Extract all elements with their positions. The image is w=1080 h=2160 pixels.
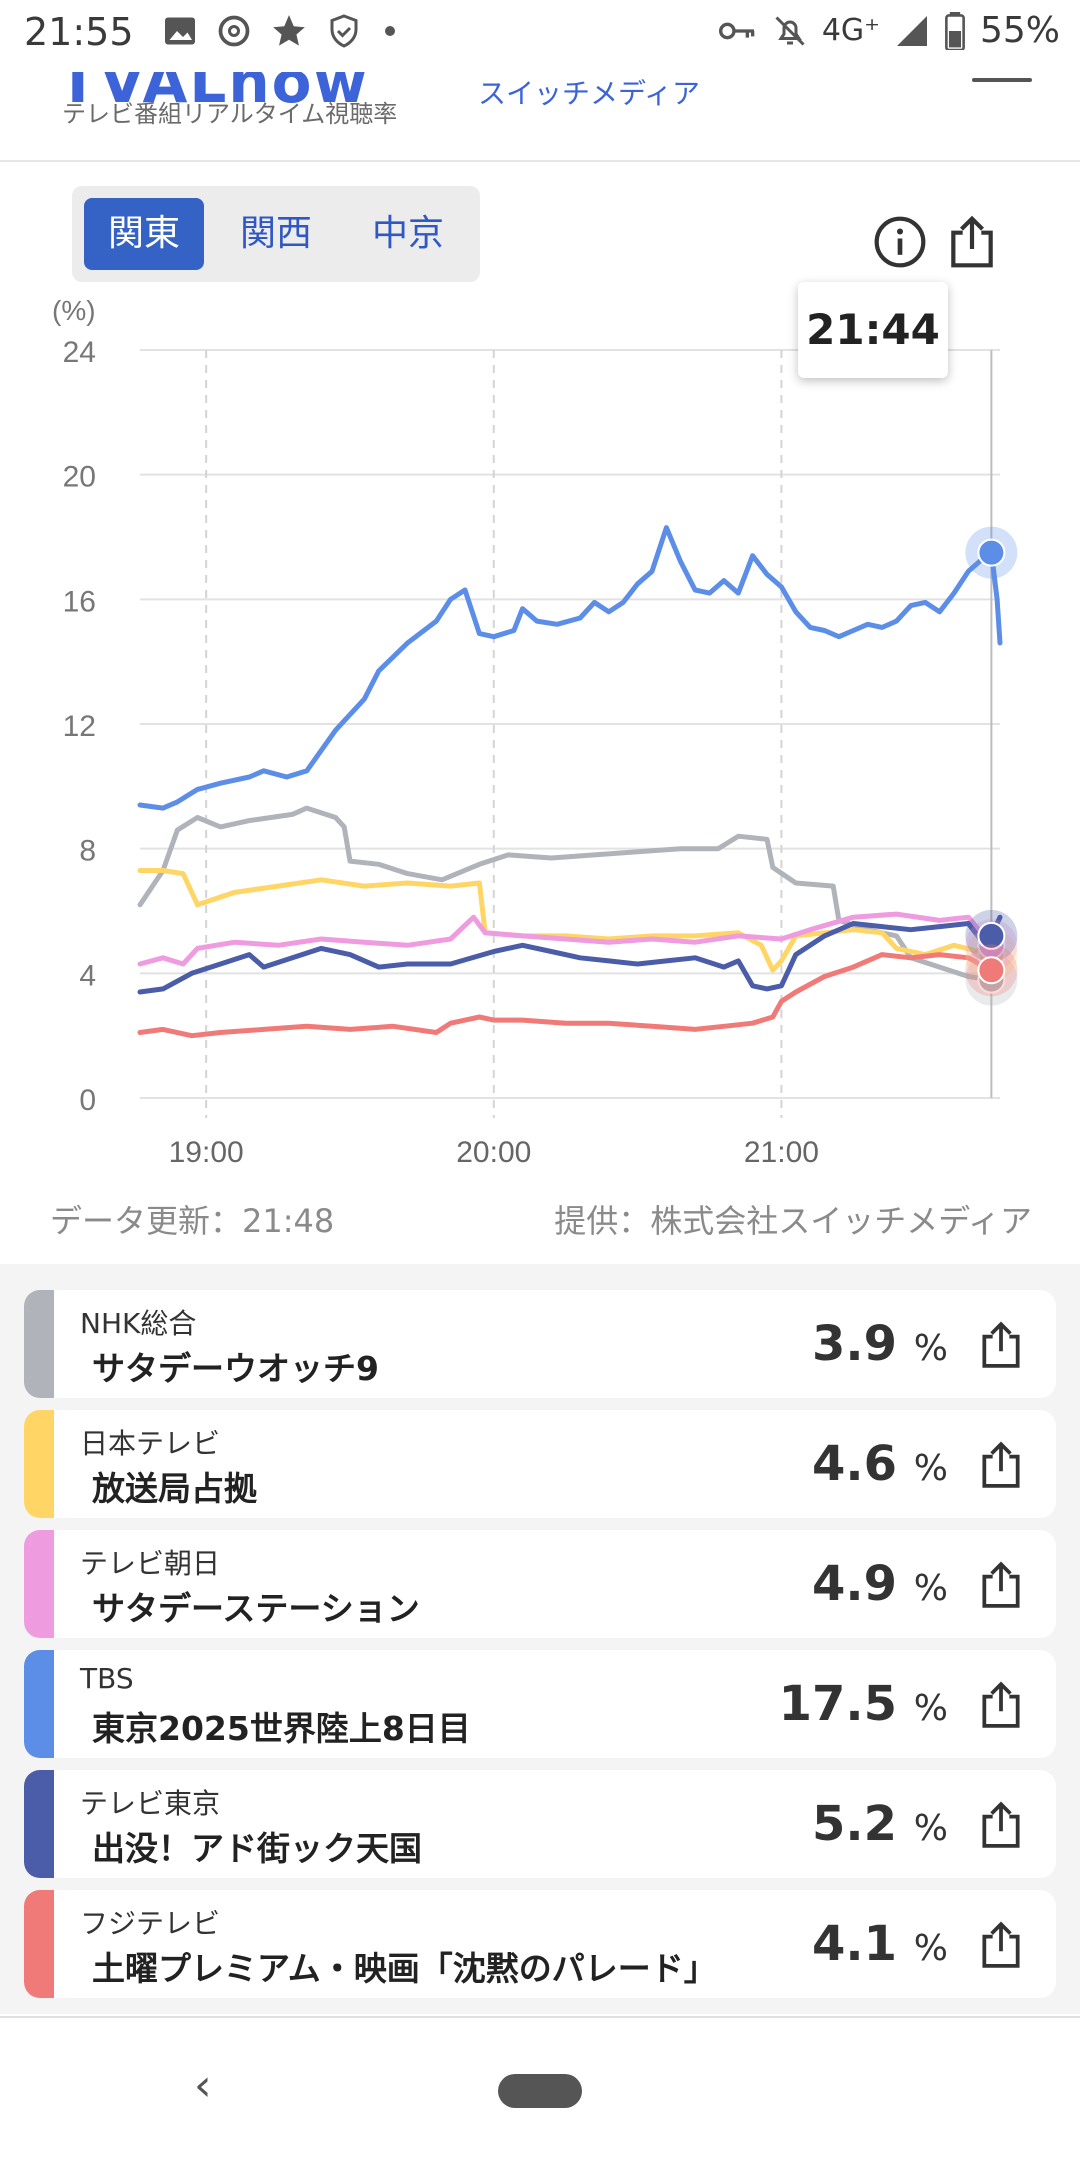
channel-color-bar: [24, 1290, 54, 1398]
home-pill[interactable]: [498, 2074, 582, 2108]
series-marker: [977, 956, 1006, 985]
series-line: [137, 911, 994, 967]
data-source: 提供：株式会社スイッチメディア: [554, 1202, 1032, 1240]
share-icon[interactable]: [976, 1320, 1026, 1370]
y-tick-label: 8: [79, 835, 96, 868]
channel-row-ntv[interactable]: 日本テレビ 放送局占拠 4.6 %: [24, 1410, 1056, 1518]
rating-value: 5.2 %: [812, 1796, 948, 1852]
data-updated-time: データ更新：21:48: [50, 1202, 335, 1240]
back-icon[interactable]: ‹: [194, 2060, 212, 2111]
region-tabs: 関東 関西 中京: [72, 186, 480, 282]
y-unit-label: (%): [52, 295, 96, 326]
brand-logo[interactable]: TVALnow: [58, 72, 370, 116]
channel-color-bar: [24, 1890, 54, 1998]
program-title: 土曜プレミアム・映画「沈黙のパレード」: [92, 1949, 717, 1988]
program-title: サタデーステーション: [92, 1589, 420, 1628]
system-icons: 4G⁺ 55%: [718, 10, 1060, 51]
y-tick-label: 0: [79, 1084, 96, 1117]
info-icon[interactable]: [872, 214, 928, 270]
channel-list: NHK総合 サタデーウオッチ9 3.9 % 日本テレビ 放送局占拠 4.6 % …: [0, 1264, 1080, 2014]
star-icon: [273, 15, 305, 46]
system-nav-bar: ‹: [0, 2016, 1080, 2160]
channel-name: フジテレビ: [80, 1907, 221, 1940]
series-line: [137, 805, 994, 983]
share-icon[interactable]: [976, 1680, 1026, 1730]
bell-off-icon: [775, 15, 805, 46]
program-title: サタデーウオッチ9: [92, 1349, 379, 1388]
program-title: 出没！アド街ック天国: [92, 1829, 422, 1868]
battery-icon: [945, 11, 965, 50]
site-header: TVALnow テレビ番組リアルタイム視聴率 スイッチメディア: [0, 72, 1080, 162]
channel-row-fuji[interactable]: フジテレビ 土曜プレミアム・映画「沈黙のパレード」 4.1 %: [24, 1890, 1056, 1998]
series-line: [137, 868, 994, 973]
share-icon[interactable]: [944, 214, 1000, 270]
key-icon: [718, 22, 755, 39]
provider-link[interactable]: スイッチメディア: [478, 77, 701, 110]
battery-level: 55%: [979, 10, 1060, 51]
x-tick-label: 21:00: [744, 1136, 819, 1169]
series-marker: [977, 538, 1006, 567]
status-bar: 21:55 4G⁺ 55%: [0, 0, 1080, 72]
share-icon[interactable]: [976, 1920, 1026, 1970]
share-icon[interactable]: [976, 1800, 1026, 1850]
x-tick-label: 20:00: [456, 1136, 531, 1169]
y-tick-label: 24: [63, 336, 96, 369]
signal-icon: [896, 15, 927, 46]
share-icon[interactable]: [976, 1440, 1026, 1490]
y-tick-label: 4: [79, 959, 96, 992]
rating-value: 17.5 %: [778, 1676, 948, 1732]
rating-value: 4.1 %: [812, 1916, 948, 1972]
channel-color-bar: [24, 1530, 54, 1638]
channel-name: NHK総合: [80, 1307, 197, 1340]
x-tick-label: 19:00: [169, 1136, 244, 1169]
series-line: [137, 952, 994, 1039]
tab-chukyo[interactable]: 中京: [371, 213, 444, 254]
share-icon[interactable]: [976, 1560, 1026, 1610]
brand-tagline: テレビ番組リアルタイム視聴率: [62, 100, 398, 128]
channel-color-bar: [24, 1650, 54, 1758]
program-title: 東京2025世界陸上8日目: [92, 1709, 471, 1748]
program-title: 放送局占拠: [92, 1469, 257, 1508]
rating-value: 4.9 %: [812, 1556, 948, 1612]
channel-row-nhk[interactable]: NHK総合 サタデーウオッチ9 3.9 %: [24, 1290, 1056, 1398]
channel-row-tv-asahi[interactable]: テレビ朝日 サタデーステーション 4.9 %: [24, 1530, 1056, 1638]
channel-color-bar: [24, 1770, 54, 1878]
channel-name: テレビ東京: [80, 1787, 221, 1820]
rating-value: 3.9 %: [812, 1316, 948, 1372]
series-line: [137, 525, 1003, 811]
tab-kansai[interactable]: 関西: [239, 213, 312, 254]
y-tick-label: 16: [63, 585, 96, 618]
channel-name: TBS: [80, 1662, 134, 1695]
threads-icon: [218, 15, 250, 47]
y-tick-label: 12: [63, 710, 96, 743]
menu-icon[interactable]: [972, 78, 1032, 82]
dot-icon: [385, 26, 395, 36]
series-marker: [977, 921, 1006, 950]
tab-kanto[interactable]: 関東: [84, 198, 204, 270]
channel-name: テレビ朝日: [80, 1547, 221, 1580]
channel-color-bar: [24, 1410, 54, 1518]
network-type: 4G⁺: [821, 13, 880, 48]
series-line: [137, 914, 1003, 995]
shield-icon: [330, 14, 358, 48]
status-time: 21:55: [24, 10, 134, 54]
rating-value: 4.6 %: [812, 1436, 948, 1492]
y-tick-label: 20: [63, 461, 96, 494]
channel-row-tv-tokyo[interactable]: テレビ東京 出没！アド街ック天国 5.2 %: [24, 1770, 1056, 1878]
gallery-icon: [165, 17, 195, 45]
time-tooltip: 21:44: [798, 282, 948, 378]
channel-row-tbs[interactable]: TBS 東京2025世界陸上8日目 17.5 %: [24, 1650, 1056, 1758]
channel-name: 日本テレビ: [80, 1427, 221, 1460]
ratings-chart[interactable]: 0 4 8 12 16 20 24 (%) 19:00 20:00 21:00: [0, 290, 1080, 1230]
notification-icons: [162, 12, 400, 50]
